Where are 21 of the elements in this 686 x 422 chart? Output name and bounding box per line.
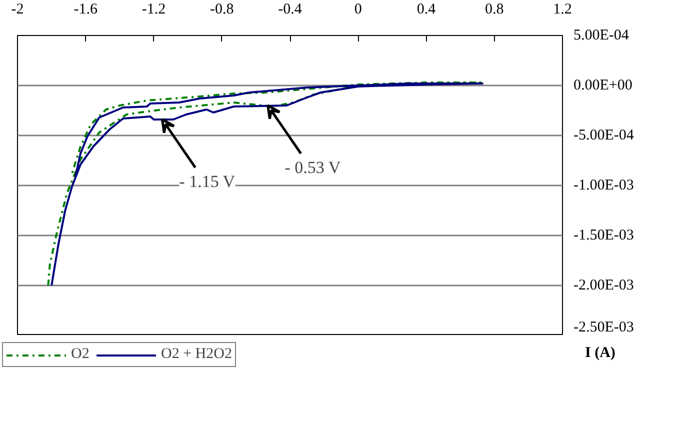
legend-label: O2 + H2O2 [161, 346, 232, 363]
x-tick-label: -2 [11, 2, 24, 18]
annotation: - 0.53 V [284, 158, 342, 177]
x-tick-label: -0.8 [210, 2, 234, 18]
x-tick-label: -0.4 [278, 2, 302, 18]
annotation: - 1.15 V [179, 172, 236, 191]
x-tick-label: 1.2 [553, 2, 572, 18]
x-tick-label: 0 [354, 2, 362, 18]
y-tick-label: -1.50E-03 [574, 228, 634, 244]
x-tick-label: -1.2 [142, 2, 166, 18]
legend-label: O2 [71, 346, 90, 363]
x-tick-label: 0.4 [416, 2, 436, 18]
x-tick-label: -1.6 [74, 2, 98, 18]
y-tick-label: -2.50E-03 [574, 320, 634, 336]
y-tick-label: -1.00E-03 [574, 178, 634, 194]
y-axis-title: I (A) [585, 344, 616, 363]
y-tick-label: 5.00E-04 [574, 28, 630, 44]
y-tick-label: -2.00E-03 [574, 278, 634, 294]
x-tick-label: 0.8 [485, 2, 504, 18]
y-tick-label: 0.00E+00 [574, 78, 632, 94]
y-tick-label: -5.00E-04 [574, 128, 634, 144]
